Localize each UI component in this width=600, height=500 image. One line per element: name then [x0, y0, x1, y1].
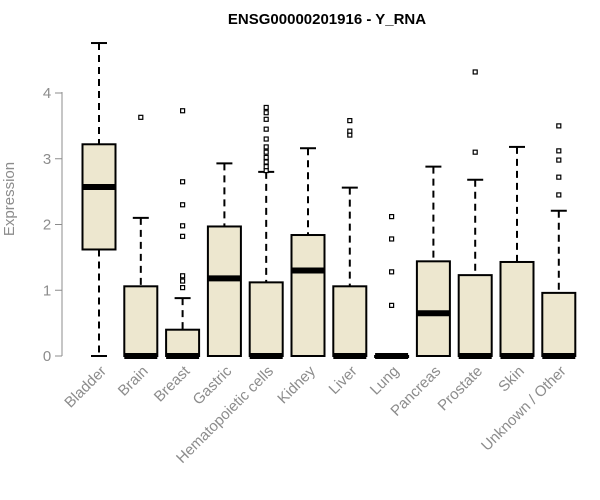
box-iqr: [457, 274, 493, 357]
x-tick-label: Skin: [495, 363, 528, 396]
x-tick-label: Lung: [367, 363, 403, 399]
outlier-point: [180, 273, 186, 279]
outlier-point: [180, 223, 186, 229]
y-tick-label: 2: [43, 217, 51, 234]
box-5: [290, 147, 326, 358]
box-iqr: [499, 260, 535, 358]
outlier-point: [556, 157, 562, 163]
outlier-point: [263, 136, 269, 142]
outlier-point: [180, 202, 186, 208]
box-7: [374, 214, 410, 359]
box-iqr: [248, 281, 284, 357]
box-iqr: [541, 291, 577, 358]
outlier-point: [556, 123, 562, 129]
box-iqr: [206, 225, 242, 357]
box-1: [123, 114, 159, 359]
x-tick-label: Breast: [151, 362, 194, 405]
outlier-point: [180, 179, 186, 185]
box-6: [332, 118, 368, 359]
outlier-point: [180, 108, 186, 114]
box-iqr: [165, 328, 201, 358]
box-8: [415, 165, 451, 358]
outlier-point: [180, 285, 186, 291]
y-axis-label: Expression: [1, 162, 18, 236]
outlier-point: [263, 110, 269, 116]
y-tick-label: 1: [43, 282, 51, 299]
x-tick-label: Liver: [326, 363, 361, 398]
outlier-point: [389, 236, 395, 242]
box-10: [499, 145, 535, 359]
outlier-point: [180, 278, 186, 284]
outlier-point: [263, 116, 269, 122]
box-series: [81, 42, 577, 359]
outlier-point: [138, 114, 144, 120]
box-2: [165, 108, 201, 359]
box-iqr: [123, 285, 159, 357]
box-iqr: [332, 285, 368, 357]
box-iqr: [290, 234, 326, 358]
x-tick-label: Brain: [115, 363, 152, 400]
outlier-point: [263, 149, 269, 155]
outlier-point: [556, 174, 562, 180]
outlier-point: [556, 148, 562, 154]
outlier-point: [389, 214, 395, 220]
outlier-point: [263, 104, 269, 111]
box-iqr: [415, 260, 451, 358]
outlier-point: [389, 269, 395, 275]
box-0: [81, 42, 117, 357]
x-tick-label: Bladder: [61, 363, 110, 412]
box-11: [541, 123, 577, 359]
y-axis-ticks: 0 1 2 3 4: [43, 85, 62, 365]
y-tick-label: 4: [43, 85, 51, 102]
outlier-point: [263, 159, 269, 165]
chart-title: ENSG00000201916 - Y_RNA: [228, 11, 426, 28]
y-tick-label: 3: [43, 151, 51, 168]
outlier-point: [263, 126, 269, 132]
outlier-point: [347, 128, 353, 134]
x-tick-label: Prostate: [434, 363, 486, 415]
outlier-point: [263, 154, 269, 161]
box-4: [248, 104, 284, 359]
box-9: [457, 69, 493, 359]
outlier-point: [180, 233, 186, 239]
outlier-point: [263, 164, 269, 170]
outlier-point: [263, 144, 269, 150]
outlier-point: [556, 192, 562, 198]
y-tick-label: 0: [43, 348, 51, 365]
x-tick-label: Kidney: [274, 362, 319, 407]
box-iqr: [81, 143, 117, 251]
outlier-point: [472, 69, 478, 75]
outlier-point: [472, 149, 478, 155]
outlier-point: [347, 118, 353, 124]
box-3: [206, 162, 242, 357]
outlier-point: [389, 302, 395, 308]
